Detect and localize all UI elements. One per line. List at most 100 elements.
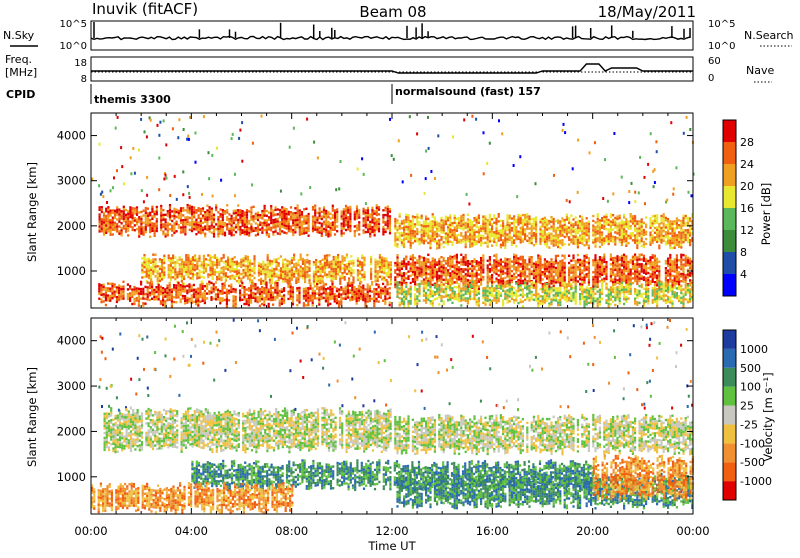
- heatmap-cell: [99, 228, 101, 230]
- heatmap-cell: [509, 227, 511, 229]
- heatmap-cell: [105, 289, 107, 291]
- heatmap-cell: [258, 272, 260, 274]
- heatmap-cell: [238, 277, 240, 279]
- heatmap-cell: [597, 271, 599, 273]
- heatmap-cell: [491, 276, 493, 278]
- heatmap-cell: [561, 232, 563, 234]
- heatmap-cell: [407, 275, 409, 277]
- heatmap-cell: [524, 271, 526, 273]
- heatmap-cell: [394, 220, 396, 222]
- heatmap-cell: [478, 266, 480, 268]
- heatmap-cell: [205, 270, 207, 272]
- heatmap-cell: [583, 262, 585, 264]
- heatmap-cell: [245, 272, 247, 274]
- heatmap-cell: [445, 262, 447, 264]
- heatmap-cell: [231, 229, 233, 231]
- heatmap-cell: [614, 217, 616, 219]
- heatmap-cell: [249, 274, 251, 276]
- heatmap-cell: [231, 234, 233, 236]
- heatmap-cell: [665, 231, 667, 233]
- heatmap-cell: [389, 225, 391, 227]
- heatmap-cell: [308, 262, 310, 264]
- heatmap-cell: [537, 262, 539, 264]
- heatmap-cell: [440, 243, 442, 245]
- heatmap-cell: [127, 210, 129, 212]
- heatmap-cell: [382, 209, 384, 211]
- heatmap-cell: [443, 259, 445, 261]
- heatmap-cell: [146, 268, 148, 270]
- heatmap-cell: [111, 292, 113, 294]
- heatmap-cell: [524, 276, 526, 278]
- heatmap-cell: [107, 209, 109, 211]
- heatmap-cell: [312, 225, 314, 227]
- heatmap-cell: [121, 229, 123, 231]
- heatmap-cell: [212, 273, 214, 275]
- heatmap-cell: [201, 266, 203, 268]
- heatmap-cell: [440, 224, 442, 226]
- heatmap-cell: [341, 235, 343, 237]
- heatmap-cell: [114, 286, 116, 288]
- heatmap-cell: [270, 227, 272, 229]
- heatmap-cell: [539, 279, 541, 281]
- heatmap-cell: [625, 218, 627, 220]
- heatmap-cell: [151, 206, 153, 208]
- heatmap-cell: [387, 225, 389, 227]
- heatmap-cell: [489, 268, 491, 270]
- heatmap-cell: [671, 225, 673, 227]
- heatmap-cell: [257, 212, 259, 214]
- heatmap-cell: [239, 214, 241, 216]
- heatmap-cell: [625, 267, 627, 269]
- heatmap-cell: [120, 298, 122, 300]
- heatmap-cell: [498, 279, 500, 281]
- heatmap-cell: [242, 224, 244, 226]
- heatmap-cell: [564, 221, 566, 223]
- heatmap-cell: [641, 221, 643, 223]
- heatmap-cell: [592, 271, 594, 273]
- heatmap-cell: [160, 226, 162, 228]
- heatmap-cell: [169, 209, 171, 211]
- heatmap-cell: [204, 302, 206, 304]
- heatmap-cell: [460, 239, 462, 241]
- heatmap-cell: [429, 276, 431, 278]
- heatmap-cell: [436, 223, 438, 225]
- heatmap-cell: [480, 281, 482, 283]
- heatmap-cell: [172, 259, 174, 261]
- heatmap-cell: [509, 217, 511, 219]
- heatmap-cell: [196, 272, 198, 274]
- heatmap-cell: [616, 237, 618, 239]
- heatmap-cell: [193, 216, 195, 218]
- heatmap-cell: [465, 276, 467, 278]
- heatmap-cell: [660, 220, 662, 222]
- heatmap-cell: [685, 236, 687, 238]
- heatmap-cell: [147, 291, 149, 293]
- heatmap-cell: [105, 287, 107, 289]
- heatmap-cell: [242, 229, 244, 231]
- heatmap-cell: [286, 267, 288, 269]
- heatmap-cell: [434, 231, 436, 233]
- heatmap-cell: [323, 216, 325, 218]
- heatmap-cell: [350, 262, 352, 264]
- heatmap-cell: [103, 231, 105, 233]
- heatmap-cell: [162, 297, 164, 299]
- heatmap-cell: [282, 273, 284, 275]
- heatmap-cell: [689, 241, 691, 243]
- heatmap-cell: [327, 211, 329, 213]
- heatmap-cell: [625, 230, 627, 232]
- heatmap-cell: [179, 268, 181, 270]
- heatmap-cell: [559, 270, 561, 272]
- heatmap-cell: [614, 276, 616, 278]
- heatmap-cell: [599, 275, 601, 277]
- heatmap-cell: [603, 266, 605, 268]
- heatmap-cell: [149, 231, 151, 233]
- heatmap-cell: [467, 274, 469, 276]
- heatmap-cell: [568, 269, 570, 271]
- heatmap-cell: [396, 264, 398, 266]
- heatmap-cell: [478, 219, 480, 221]
- heatmap-cell: [476, 263, 478, 265]
- heatmap-cell: [636, 266, 638, 268]
- heatmap-cell: [592, 229, 594, 231]
- heatmap-cell: [480, 271, 482, 273]
- heatmap-cell: [674, 227, 676, 229]
- heatmap-cell: [100, 301, 102, 303]
- heatmap-cell: [687, 264, 689, 266]
